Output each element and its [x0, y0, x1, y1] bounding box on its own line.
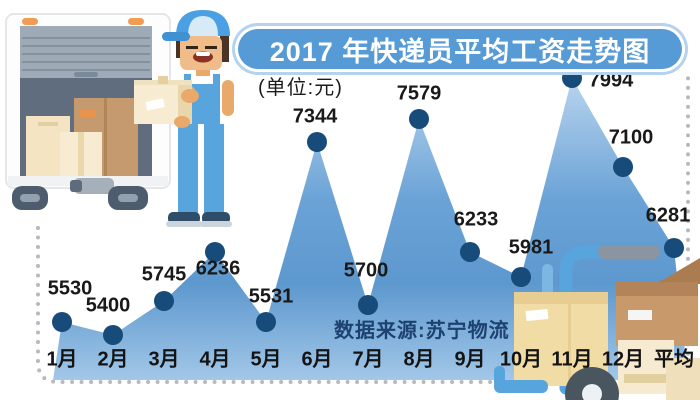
- axis-label-month: 2月: [97, 348, 129, 371]
- value-label: 6236: [195, 257, 241, 280]
- data-point: [307, 132, 327, 152]
- data-point: [409, 109, 429, 129]
- axis-label-month: 3月: [148, 348, 180, 371]
- data-points: [52, 68, 684, 345]
- data-point: [358, 295, 378, 315]
- axis-label-month: 9月: [454, 348, 486, 371]
- value-label: 6281: [645, 204, 691, 227]
- value-label: 5531: [248, 285, 294, 308]
- value-label: 7579: [396, 82, 442, 105]
- value-label: 5981: [508, 236, 554, 259]
- axis-label-month: 10月: [499, 348, 543, 371]
- handtruck-boxes-illustration: [494, 245, 700, 400]
- chart-title: 2017 年快递员平均工资走势图: [269, 36, 651, 67]
- data-point: [664, 238, 684, 258]
- axis-label-month: 1月: [46, 348, 78, 371]
- unit-label: (单位:元): [258, 77, 343, 99]
- value-label: 5700: [343, 259, 389, 282]
- value-label: 5530: [47, 277, 93, 300]
- data-point: [256, 312, 276, 332]
- data-point: [511, 267, 531, 287]
- data-point: [52, 312, 72, 332]
- data-point: [460, 242, 480, 262]
- data-point: [562, 68, 582, 88]
- chart-title-banner: 2017 年快递员平均工资走势图: [238, 29, 682, 69]
- axis-label-month: 6月: [301, 348, 333, 371]
- delivery-truck-courier-illustration: [5, 10, 234, 227]
- value-label: 5400: [85, 294, 131, 317]
- data-point: [613, 157, 633, 177]
- axis-label-month: 8月: [403, 348, 435, 371]
- value-label: 7994: [588, 69, 634, 92]
- dotted-border: [36, 70, 690, 384]
- data-point: [154, 291, 174, 311]
- data-source-label: 数据来源:苏宁物流: [334, 320, 510, 342]
- data-point: [103, 325, 123, 345]
- axis-label-month: 11月: [551, 348, 593, 371]
- data-point: [205, 242, 225, 262]
- axis-label-month: 4月: [199, 348, 231, 371]
- value-label: 7344: [292, 105, 338, 128]
- value-label: 6233: [453, 208, 499, 231]
- axis-label-month: 5月: [250, 348, 282, 371]
- axis-label-month: 12月: [601, 348, 645, 371]
- value-label: 5745: [141, 263, 187, 286]
- axis-label-month: 7月: [352, 348, 384, 371]
- value-label: 7100: [608, 126, 654, 149]
- axis-label-month: 平均: [654, 348, 694, 371]
